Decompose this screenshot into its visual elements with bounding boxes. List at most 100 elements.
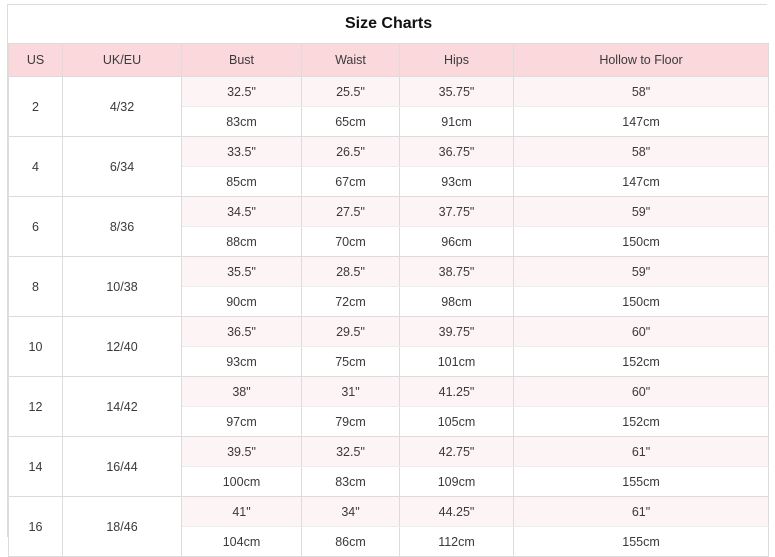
- cell-hips-cm: 109cm: [399, 466, 514, 497]
- table-row: 88cm 70cm 96cm 150cm: [9, 226, 770, 257]
- cell-bust-inches: 38": [181, 376, 302, 407]
- cell-bust-cm: 88cm: [181, 226, 302, 257]
- cell-us-size: 2: [8, 76, 63, 137]
- cell-hips-cm: 91cm: [399, 106, 514, 137]
- column-header-hips: Hips: [399, 43, 514, 77]
- table-row: 8 10/38 35.5" 28.5" 38.75" 59": [8, 256, 770, 317]
- column-header-ukeu: UK/EU: [62, 43, 182, 77]
- cell-us-size: 12: [8, 376, 63, 437]
- table-row: 4 6/34 33.5" 26.5" 36.75" 58": [8, 136, 770, 197]
- cell-ukeu-size: 4/32: [62, 76, 182, 137]
- cell-floor-cm: 150cm: [512, 226, 770, 257]
- cell-floor-inches: 61": [512, 496, 770, 527]
- cell-bust-cm: 104cm: [181, 526, 302, 557]
- cell-hips-inches: 37.75": [399, 196, 514, 227]
- cell-floor-cm: 155cm: [512, 466, 770, 497]
- cell-waist-inches: 29.5": [301, 316, 400, 347]
- cell-floor-cm: 152cm: [512, 406, 770, 437]
- column-header-waist: Waist: [301, 43, 400, 77]
- cell-floor-inches: 58": [512, 76, 770, 107]
- cell-bust-inches: 35.5": [181, 256, 302, 287]
- cell-ukeu-size: 12/40: [62, 316, 182, 377]
- cell-bust-cm: 90cm: [181, 286, 302, 317]
- table-row: 6 8/36 34.5" 27.5" 37.75" 59": [8, 196, 770, 257]
- cell-hips-inches: 41.25": [399, 376, 514, 407]
- cell-waist-inches: 27.5": [301, 196, 400, 227]
- column-header-floor: Hollow to Floor: [512, 43, 770, 77]
- cell-floor-inches: 58": [512, 136, 770, 167]
- cell-waist-inches: 28.5": [301, 256, 400, 287]
- table-row: 85cm 67cm 93cm 147cm: [9, 166, 770, 197]
- size-chart-table: Size Charts US UK/EU Bust Waist Hips Hollow t…: [8, 5, 770, 557]
- table-row: 14 16/44 39.5" 32.5" 42.75" 61": [8, 436, 770, 497]
- column-header-us: US: [8, 43, 63, 77]
- cell-us-size: 14: [8, 436, 63, 497]
- cell-bust-inches: 39.5": [181, 436, 302, 467]
- cell-floor-inches: 59": [512, 196, 770, 227]
- page-title: Size Charts: [8, 5, 769, 44]
- cell-hips-inches: 38.75": [399, 256, 514, 287]
- cell-waist-cm: 67cm: [301, 166, 400, 197]
- cell-us-size: 16: [8, 496, 63, 557]
- cell-ukeu-size: 14/42: [62, 376, 182, 437]
- cell-bust-cm: 100cm: [181, 466, 302, 497]
- cell-floor-cm: 147cm: [512, 166, 770, 197]
- cell-ukeu-size: 16/44: [62, 436, 182, 497]
- cell-us-size: 10: [8, 316, 63, 377]
- chart-title-row: Size Charts: [8, 5, 769, 44]
- cell-waist-inches: 26.5": [301, 136, 400, 167]
- cell-hips-cm: 98cm: [399, 286, 514, 317]
- cell-us-size: 8: [8, 256, 63, 317]
- cell-floor-inches: 59": [512, 256, 770, 287]
- cell-bust-cm: 93cm: [181, 346, 302, 377]
- cell-hips-inches: 42.75": [399, 436, 514, 467]
- table-row: 2 4/32 32.5" 25.5" 35.75" 58": [8, 76, 770, 137]
- cell-waist-cm: 86cm: [301, 526, 400, 557]
- cell-waist-cm: 79cm: [301, 406, 400, 437]
- cell-bust-cm: 83cm: [181, 106, 302, 137]
- table-row: 83cm 65cm 91cm 147cm: [9, 106, 770, 137]
- cell-hips-cm: 96cm: [399, 226, 514, 257]
- table-row: 16 18/46 41" 34" 44.25" 61": [8, 496, 770, 557]
- cell-floor-inches: 60": [512, 316, 770, 347]
- cell-ukeu-size: 18/46: [62, 496, 182, 557]
- cell-hips-cm: 105cm: [399, 406, 514, 437]
- cell-bust-cm: 97cm: [181, 406, 302, 437]
- cell-hips-inches: 39.75": [399, 316, 514, 347]
- cell-waist-cm: 72cm: [301, 286, 400, 317]
- cell-bust-inches: 32.5": [181, 76, 302, 107]
- cell-waist-inches: 31": [301, 376, 400, 407]
- cell-ukeu-size: 10/38: [62, 256, 182, 317]
- cell-waist-inches: 32.5": [301, 436, 400, 467]
- cell-floor-inches: 60": [512, 376, 770, 407]
- cell-floor-cm: 150cm: [512, 286, 770, 317]
- cell-hips-inches: 35.75": [399, 76, 514, 107]
- table-row: 97cm 79cm 105cm 152cm: [9, 406, 770, 437]
- cell-bust-inches: 34.5": [181, 196, 302, 227]
- cell-us-size: 6: [8, 196, 63, 257]
- cell-waist-cm: 83cm: [301, 466, 400, 497]
- cell-floor-cm: 155cm: [512, 526, 770, 557]
- cell-hips-cm: 112cm: [399, 526, 514, 557]
- cell-waist-inches: 34": [301, 496, 400, 527]
- cell-ukeu-size: 6/34: [62, 136, 182, 197]
- cell-bust-inches: 33.5": [181, 136, 302, 167]
- cell-waist-cm: 65cm: [301, 106, 400, 137]
- cell-waist-cm: 75cm: [301, 346, 400, 377]
- cell-bust-inches: 36.5": [181, 316, 302, 347]
- cell-bust-inches: 41": [181, 496, 302, 527]
- cell-waist-cm: 70cm: [301, 226, 400, 257]
- cell-floor-cm: 147cm: [512, 106, 770, 137]
- table-header-row: US UK/EU Bust Waist Hips Hollow to Floor: [8, 43, 770, 77]
- cell-hips-inches: 36.75": [399, 136, 514, 167]
- cell-hips-inches: 44.25": [399, 496, 514, 527]
- table-row: 90cm 72cm 98cm 150cm: [9, 286, 770, 317]
- table-row: 12 14/42 38" 31" 41.25" 60": [8, 376, 770, 437]
- cell-us-size: 4: [8, 136, 63, 197]
- cell-floor-cm: 152cm: [512, 346, 770, 377]
- cell-bust-cm: 85cm: [181, 166, 302, 197]
- cell-waist-inches: 25.5": [301, 76, 400, 107]
- cell-floor-inches: 61": [512, 436, 770, 467]
- table-row: 10 12/40 36.5" 29.5" 39.75" 60": [8, 316, 770, 377]
- cell-ukeu-size: 8/36: [62, 196, 182, 257]
